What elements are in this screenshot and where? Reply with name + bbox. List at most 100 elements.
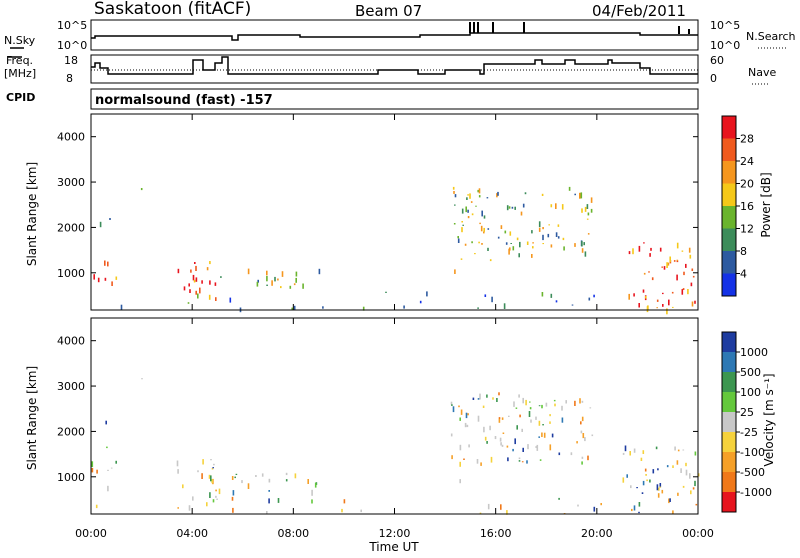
range-cell — [177, 469, 179, 474]
range-cell — [648, 271, 650, 273]
range-cell — [197, 470, 199, 473]
range-cell — [454, 269, 456, 274]
colorbar-swatch — [722, 492, 736, 513]
range-cell — [474, 253, 476, 255]
range-cell — [586, 218, 589, 220]
nave-tick-low: 0 — [710, 72, 717, 85]
range-cell — [277, 278, 279, 281]
beam-title: Beam 07 — [355, 2, 422, 20]
colorbar-swatch — [722, 138, 736, 162]
x-tick-label: 12:00 — [379, 527, 411, 540]
range-cell — [271, 280, 273, 286]
range-cell — [500, 442, 502, 446]
range-cell — [293, 283, 296, 286]
range-cell — [532, 242, 534, 244]
range-cell — [555, 203, 557, 209]
range-cell — [584, 206, 587, 212]
range-cell — [459, 417, 461, 421]
range-cell — [514, 206, 516, 210]
range-cell — [91, 461, 94, 468]
range-cell — [459, 444, 462, 451]
power-panel-frame — [90, 113, 699, 311]
colorbar-swatch — [722, 352, 736, 373]
colorbar-swatch — [722, 412, 736, 433]
nsearch-tick-high: 10^5 — [710, 19, 740, 32]
nsky-label: N.Sky — [4, 34, 36, 47]
range-cell — [668, 498, 670, 504]
range-cell — [461, 208, 464, 214]
range-cell — [558, 452, 561, 456]
colorbar-swatch — [722, 251, 736, 274]
range-cell — [694, 480, 696, 487]
range-cell — [307, 479, 309, 484]
range-cell — [209, 261, 211, 265]
range-cell — [588, 297, 591, 301]
range-cell — [266, 276, 268, 282]
range-cell — [99, 221, 102, 228]
range-cell — [467, 216, 470, 219]
range-cell — [581, 208, 583, 213]
range-cell — [669, 498, 671, 502]
range-cell — [486, 394, 488, 398]
range-cell — [216, 498, 218, 500]
range-cell — [645, 474, 647, 476]
range-cell — [626, 474, 628, 478]
range-cell — [587, 455, 589, 461]
range-cell — [668, 299, 670, 306]
colorbar-tick-label: 500 — [740, 366, 761, 379]
colorbar-tick-label: -100 — [740, 446, 765, 459]
range-cell — [538, 436, 540, 438]
range-cell — [360, 509, 362, 513]
y-tick-label: 2000 — [57, 425, 85, 438]
range-cell — [450, 401, 453, 405]
freq-label-line1: Freq. — [6, 54, 33, 67]
colorbar-tick-label: -1000 — [740, 486, 772, 499]
range-cell — [561, 417, 564, 423]
range-cell — [208, 294, 211, 300]
range-cell — [201, 280, 203, 284]
range-cell — [510, 243, 512, 244]
colorbar-tick-label: 100 — [740, 386, 761, 399]
range-cell — [115, 276, 118, 280]
range-cell — [574, 400, 576, 406]
range-cell — [658, 487, 660, 491]
range-cell — [462, 224, 464, 226]
x-axis-ticks: 00:00 04:00 08:00 12:00 16:00 20:00 00:00 — [75, 114, 714, 540]
range-cell — [277, 498, 280, 503]
range-cell — [642, 289, 645, 293]
range-cell — [496, 193, 498, 198]
range-cell — [644, 468, 647, 472]
range-cell — [632, 248, 634, 255]
range-cell — [672, 510, 674, 515]
range-cell — [516, 237, 519, 241]
range-cell — [341, 508, 343, 513]
range-cell — [208, 474, 211, 479]
range-cell — [541, 292, 544, 297]
range-cell — [206, 502, 208, 507]
range-cell — [484, 436, 487, 441]
range-cell — [188, 283, 190, 287]
range-cell — [520, 211, 523, 216]
range-cell — [508, 415, 510, 417]
range-cell — [515, 407, 518, 409]
range-cell — [454, 194, 457, 198]
range-cell — [220, 276, 222, 278]
range-cell — [187, 302, 190, 304]
range-cell — [218, 488, 221, 495]
range-cell — [453, 223, 456, 225]
colorbar-tick-label: 28 — [740, 133, 754, 146]
range-cell — [469, 193, 471, 199]
range-cell — [538, 420, 541, 426]
range-cell — [209, 280, 211, 285]
range-cell — [512, 246, 515, 251]
range-cell — [195, 265, 197, 271]
range-cell — [541, 432, 543, 437]
power-ylabel: Slant Range [km] — [25, 162, 39, 266]
range-cell — [656, 307, 658, 309]
range-cell — [459, 479, 461, 484]
range-cell — [669, 256, 671, 263]
range-cell — [362, 306, 365, 311]
range-cell — [471, 241, 473, 244]
range-cell — [484, 294, 487, 297]
nsearch-tick-low: 10^0 — [710, 39, 740, 52]
